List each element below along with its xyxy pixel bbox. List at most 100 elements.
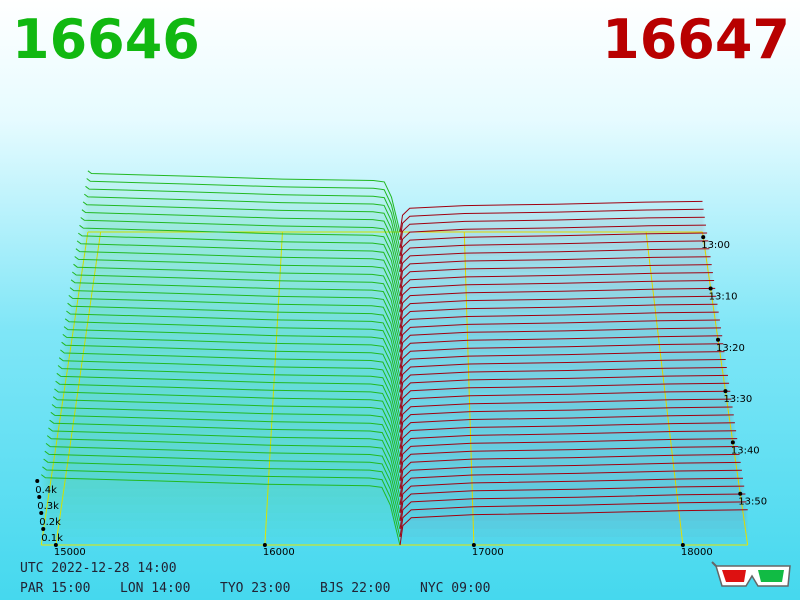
depth-line [62, 334, 401, 401]
depth-line [43, 458, 401, 530]
depth-line [399, 501, 747, 538]
depth-line [74, 256, 401, 321]
y-tick [35, 479, 40, 483]
y-tick-label: 0.2k [39, 517, 61, 528]
depth-line [399, 469, 742, 505]
depth-line [55, 380, 401, 449]
x-tick [471, 543, 476, 547]
depth-line [61, 341, 401, 409]
grid-line [645, 231, 684, 546]
depth-line [399, 264, 712, 297]
depth-line [76, 240, 401, 305]
depth-line [70, 279, 401, 345]
depth-line [399, 430, 737, 465]
depth-line [83, 193, 401, 257]
depth-line [399, 232, 708, 265]
depth-line [399, 224, 707, 257]
depth-line [68, 295, 401, 361]
time-tick-label: 13:20 [716, 343, 745, 354]
depth-line [75, 248, 401, 313]
depth-line [399, 382, 730, 417]
depth-line [54, 388, 401, 457]
y-tick [37, 495, 42, 499]
clock: PAR 15:00 [20, 581, 90, 596]
clock: LON 14:00 [120, 581, 190, 596]
depth-line [79, 224, 401, 289]
y-tick [39, 511, 44, 515]
grid-line [55, 231, 102, 546]
time-tick [716, 337, 721, 342]
depth-line [399, 295, 717, 329]
depth-line [399, 453, 740, 489]
depth-line [399, 343, 724, 377]
depth-line [399, 280, 715, 313]
depth-line [399, 208, 704, 241]
depth-line [49, 419, 401, 489]
depth-line [58, 357, 401, 425]
time-tick-label: 13:00 [701, 240, 730, 251]
depth-line [50, 411, 401, 481]
x-tick-label: 18000 [681, 547, 713, 558]
depth-line [399, 319, 720, 353]
3d-glasses-icon[interactable] [711, 561, 791, 587]
bid-price: 16646 [12, 8, 200, 71]
depth-line [73, 263, 401, 329]
frame-edge [40, 231, 89, 546]
depth-line [399, 287, 716, 321]
depth-line [40, 474, 401, 546]
depth-line [399, 335, 723, 369]
depth-line [63, 326, 401, 393]
y-tick [41, 527, 46, 531]
depth-line [44, 450, 401, 522]
depth-line [399, 311, 719, 345]
depth-line [399, 485, 745, 521]
depth-line [69, 287, 401, 353]
x-tick [53, 543, 58, 547]
grid-line [463, 231, 475, 546]
depth-line [46, 435, 401, 506]
depth-line [82, 201, 401, 265]
depth-line [399, 303, 718, 337]
clock: BJS 22:00 [320, 581, 390, 596]
ask-price: 16647 [602, 8, 790, 71]
depth-line [87, 170, 401, 233]
depth-line [399, 390, 731, 425]
x-tick-label: 15000 [54, 547, 86, 558]
depth-line [57, 365, 401, 433]
depth-line [399, 406, 733, 441]
time-tick-label: 13:10 [709, 291, 738, 302]
depth-line [399, 438, 738, 473]
depth-line [67, 302, 401, 369]
depth-line [71, 271, 401, 337]
depth-line [399, 477, 744, 513]
depth-line [51, 404, 401, 473]
time-tick [701, 235, 706, 240]
depth-line [81, 209, 401, 273]
time-tick-label: 13:50 [738, 497, 767, 508]
depth-line [56, 372, 401, 441]
depth-line [399, 240, 709, 273]
time-tick [730, 440, 735, 445]
depth-line [399, 398, 732, 433]
time-tick [738, 491, 743, 496]
depth-line [48, 427, 401, 497]
x-tick [680, 543, 685, 547]
clock: TYO 23:00 [220, 581, 290, 596]
depth-line [52, 396, 401, 465]
depth-line [399, 461, 741, 497]
depth-line [66, 310, 401, 377]
y-tick-label: 0.3k [37, 501, 59, 512]
depth-line [399, 272, 713, 305]
depth-line [399, 216, 705, 249]
grid-line [264, 231, 283, 546]
depth-line [42, 466, 401, 538]
depth-line [45, 443, 401, 514]
depth-line [64, 318, 401, 385]
depth-line [399, 327, 722, 361]
x-tick [262, 543, 267, 547]
plot: 15000 16000 17000 18000 0.1k 0.2k 0.3k 0.4k 13:0… [35, 170, 767, 558]
depth-line [399, 256, 711, 289]
depth-line [399, 200, 703, 233]
